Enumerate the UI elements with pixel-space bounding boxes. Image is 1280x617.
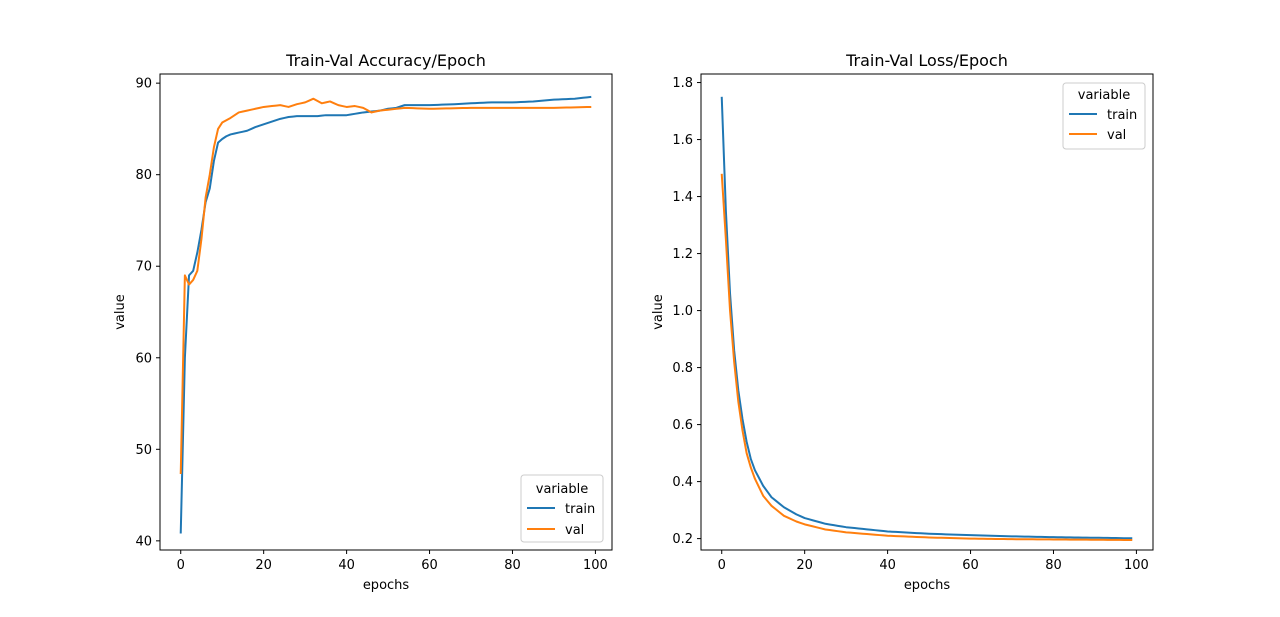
accuracy-legend-label-train: train <box>565 502 595 517</box>
loss-y-tick-label: 1.0 <box>672 304 693 319</box>
accuracy-y-tick-label: 50 <box>135 443 152 458</box>
loss-x-tick-label: 0 <box>718 558 726 573</box>
loss-y-tick-label: 0.6 <box>672 418 693 433</box>
loss-y-tick-label: 0.8 <box>672 361 693 376</box>
loss-legend: variable train val <box>1062 82 1146 150</box>
accuracy-y-axis-label: value <box>113 294 128 330</box>
accuracy-axes-frame <box>159 73 613 551</box>
loss-x-axis-label: epochs <box>904 578 951 593</box>
accuracy-plot-area: 0 20 40 60 80 100 40 50 60 70 80 90 <box>135 73 613 573</box>
accuracy-chart: Train-Val Accuracy/Epoch 0 20 40 60 80 100 40 5… <box>113 51 613 593</box>
loss-x-tick-label: 20 <box>796 558 813 573</box>
accuracy-y-tick-label: 40 <box>135 534 152 549</box>
accuracy-legend-frame <box>520 474 604 543</box>
loss-x-tick-label: 80 <box>1045 558 1062 573</box>
loss-y-tick-label: 1.8 <box>672 76 693 91</box>
loss-y-tick-label: 0.4 <box>672 475 693 490</box>
loss-y-axis-label: value <box>651 294 666 330</box>
loss-chart: Train-Val Loss/Epoch 0 20 40 60 80 1000.20.40… <box>651 51 1154 593</box>
accuracy-legend-title: variable <box>536 482 588 497</box>
loss-y-tick-label: 1.2 <box>672 247 693 262</box>
loss-legend-label-val: val <box>1107 128 1126 143</box>
loss-series-line-train <box>720 96 1133 540</box>
accuracy-y-tick-label: 60 <box>135 351 152 366</box>
accuracy-y-tick-label: 70 <box>135 260 152 275</box>
loss-x-tick-label: 40 <box>879 558 896 573</box>
loss-x-tick-label: 100 <box>1124 558 1149 573</box>
accuracy-y-tick-label: 90 <box>135 77 152 92</box>
loss-y-tick-label: 0.2 <box>672 532 693 547</box>
accuracy-legend: variable train val <box>520 474 604 543</box>
loss-x-tick-label: 60 <box>962 558 979 573</box>
accuracy-chart-title: Train-Val Accuracy/Epoch <box>285 51 486 70</box>
loss-legend-frame <box>1062 82 1146 150</box>
loss-y-tick-label: 1.6 <box>672 133 693 148</box>
loss-y-tick-label: 1.4 <box>672 190 693 205</box>
accuracy-x-tick-label: 40 <box>338 558 355 573</box>
accuracy-x-tick-label: 100 <box>583 558 608 573</box>
accuracy-legend-label-val: val <box>565 523 584 538</box>
accuracy-x-tick-label: 20 <box>255 558 272 573</box>
accuracy-x-axis-label: epochs <box>363 578 410 593</box>
accuracy-series-line-val <box>179 97 592 475</box>
loss-axes-frame <box>700 73 1154 551</box>
loss-legend-title: variable <box>1078 88 1130 103</box>
loss-series-line-val <box>720 173 1133 542</box>
accuracy-x-tick-label: 80 <box>504 558 521 573</box>
loss-plot-area: 0 20 40 60 80 100 0.2 0.4 0.6 0.8 1.0 1.2 1.4 1.6 1.8 <box>672 73 1154 573</box>
accuracy-x-tick-label: 60 <box>421 558 438 573</box>
accuracy-x-tick-label: 0 <box>177 558 185 573</box>
loss-chart-title: Train-Val Loss/Epoch <box>845 51 1008 70</box>
accuracy-y-tick-label: 80 <box>135 168 152 183</box>
loss-legend-label-train: train <box>1107 108 1137 123</box>
